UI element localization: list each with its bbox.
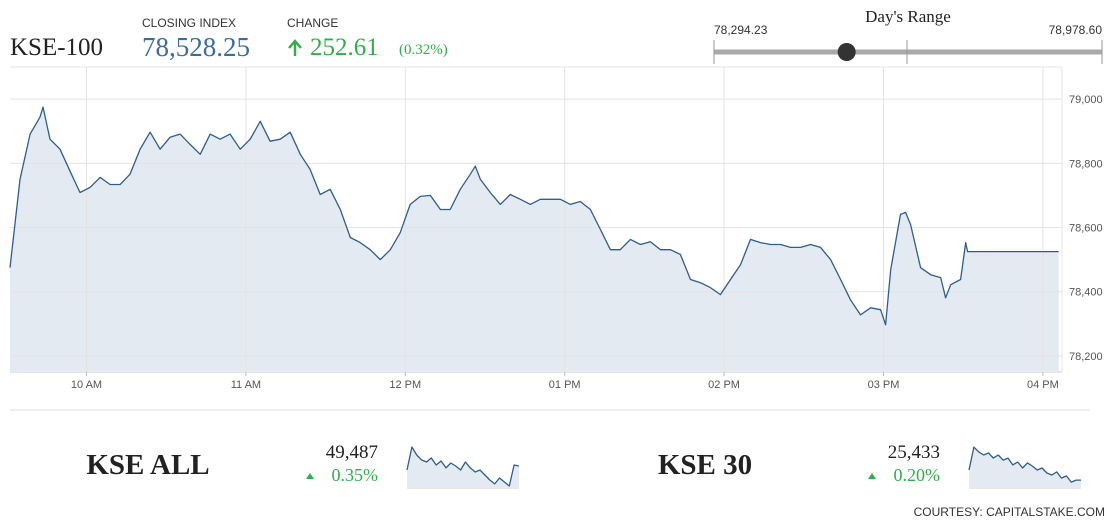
range-marker [837, 43, 856, 61]
day-range-title: Day's Range [865, 7, 951, 26]
y-tick-label: 78,800 [1069, 158, 1103, 170]
index-value: 49,487 [326, 442, 378, 463]
up-triangle [868, 473, 876, 479]
x-tick-label: 03 PM [868, 379, 900, 391]
up-arrow [288, 39, 302, 56]
change: 252.61 [310, 34, 379, 61]
y-tick-label: 78,600 [1069, 223, 1103, 235]
day-range-low: 78,294.23 [714, 23, 768, 37]
closing-index-label: CLOSING INDEX [142, 16, 236, 30]
up-triangle [306, 473, 314, 479]
index-name: KSE ALL [86, 449, 209, 481]
x-tick-label: 04 PM [1027, 379, 1059, 391]
x-tick-label: 01 PM [549, 379, 581, 391]
x-tick-label: 02 PM [708, 379, 740, 391]
day-range-high: 78,978.60 [1049, 23, 1103, 37]
price-line [9, 106, 1059, 326]
price-line [968, 446, 1081, 483]
y-tick-label: 78,400 [1069, 287, 1103, 299]
index-name: KSE 30 [658, 449, 752, 481]
area-fill [969, 447, 1081, 488]
symbol: KSE-100 [10, 34, 103, 61]
x-tick-label: 11 AM [231, 379, 261, 391]
x-tick-label: 10 AM [71, 379, 102, 391]
change-percent: (0.32%) [399, 42, 448, 58]
index-change: 0.20% [894, 465, 941, 485]
y-tick-label: 78,200 [1069, 351, 1103, 363]
price-line [406, 446, 520, 487]
footer: COURTESY: CAPITALSTAKE.COM [914, 505, 1105, 519]
area-fill [10, 107, 1059, 372]
day-range [713, 40, 1103, 64]
x-tick-label: 12 PM [389, 379, 421, 391]
index-value: 25,433 [888, 442, 940, 463]
index-change: 0.35% [332, 465, 379, 485]
y-tick-label: 79,000 [1069, 94, 1103, 106]
area-fill [407, 447, 519, 488]
change-label: CHANGE [287, 16, 338, 30]
closing-index: 78,528.25 [142, 32, 250, 62]
